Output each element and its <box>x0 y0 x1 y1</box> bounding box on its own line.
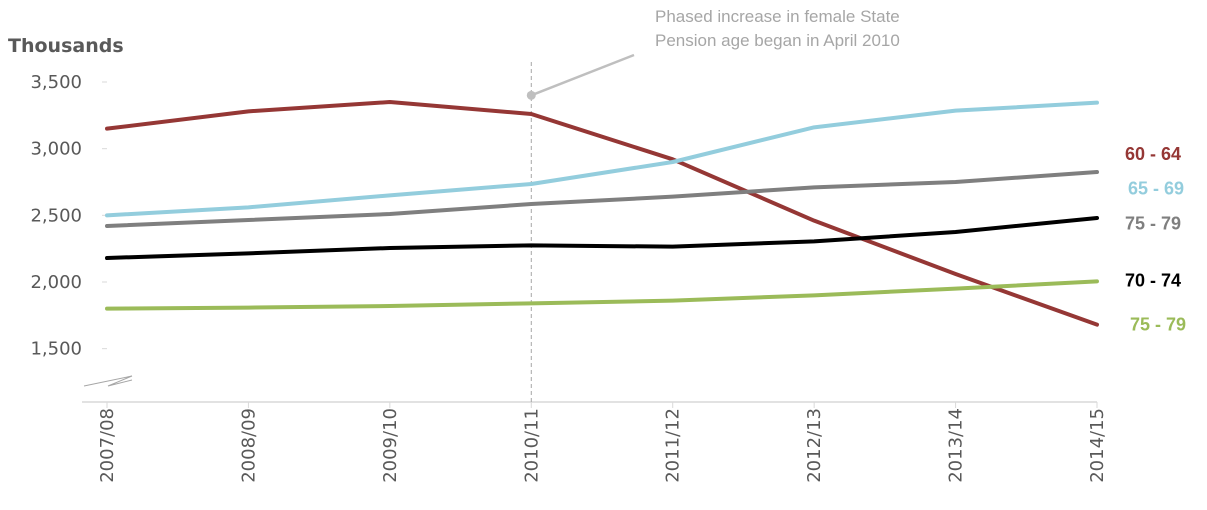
series-line <box>105 170 1099 228</box>
y-axis-label: Thousands <box>8 35 124 57</box>
y-tick-label: 1,500 <box>30 339 82 360</box>
x-tick-label: 2011/12 <box>663 408 684 483</box>
x-tick-label: 2014/15 <box>1087 408 1108 483</box>
series-labels: 60 - 64 65 - 69 75 - 79 70 - 74 75 - 79 <box>1125 144 1186 335</box>
series-line <box>105 279 1099 311</box>
axis-break-mark <box>83 375 133 387</box>
x-tick-label: 2009/10 <box>380 408 401 483</box>
series-label: 75 - 79 <box>1125 213 1181 233</box>
annotation-leader-line <box>530 53 635 97</box>
series-lines <box>105 100 1099 327</box>
series-label: 70 - 74 <box>1125 271 1181 291</box>
x-tick-label: 2013/14 <box>946 408 967 483</box>
y-tick-label: 2,000 <box>30 272 82 293</box>
series-label: 60 - 64 <box>1125 144 1181 164</box>
y-tick-label: 2,500 <box>30 205 82 226</box>
annotation-text-line-2: Pension age began in April 2010 <box>655 31 900 50</box>
annotation-text-line-1: Phased increase in female State <box>655 7 900 26</box>
series-line <box>105 100 1099 327</box>
x-tick-label: 2008/09 <box>238 408 259 483</box>
y-tick-label: 3,000 <box>30 139 82 160</box>
annotation-point <box>526 90 536 100</box>
x-tick-label: 2007/08 <box>97 408 118 483</box>
y-axis-ticks: 1,500 2,000 2,500 3,000 3,500 <box>30 72 133 387</box>
x-axis: 2007/08 2008/09 2009/10 2010/11 2011/12 2012/… <box>82 401 1108 483</box>
y-tick-label: 3,500 <box>30 72 82 93</box>
x-tick-label: 2010/11 <box>521 408 542 483</box>
series-line <box>105 216 1099 260</box>
series-line <box>105 100 1099 218</box>
series-label: 75 - 79 <box>1130 315 1186 335</box>
x-tick-label: 2012/13 <box>804 408 825 483</box>
series-label: 65 - 69 <box>1128 179 1184 199</box>
annotation: Phased increase in female State Pension … <box>526 7 900 402</box>
